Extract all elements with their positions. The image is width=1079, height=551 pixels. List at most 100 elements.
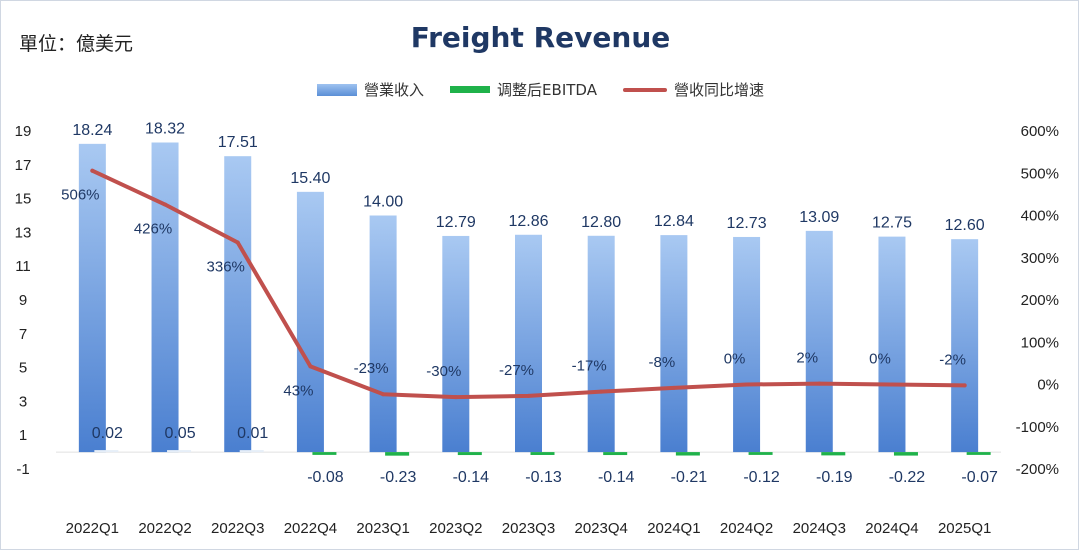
ebitda-bar <box>167 450 192 453</box>
left-axis-tick: 9 <box>19 292 27 309</box>
revenue-label: 12.73 <box>727 215 767 232</box>
right-axis-tick: 100% <box>1021 334 1059 351</box>
growth-point <box>962 383 967 388</box>
revenue-bar <box>805 230 833 453</box>
growth-point <box>889 382 894 387</box>
ebitda-bar <box>603 452 628 456</box>
revenue-label: 12.60 <box>945 217 985 234</box>
growth-label: -8% <box>649 354 676 371</box>
left-axis-tick: 1 <box>19 427 27 444</box>
revenue-label: 18.24 <box>72 122 112 139</box>
growth-point <box>381 392 386 397</box>
ebitda-bar <box>966 452 991 455</box>
growth-label: -27% <box>499 362 534 379</box>
growth-point <box>599 389 604 394</box>
growth-label: 426% <box>134 221 172 238</box>
revenue-bar <box>878 236 906 453</box>
revenue-bar <box>151 142 179 453</box>
right-axis-tick: 300% <box>1021 250 1059 267</box>
right-axis-tick: -200% <box>1016 461 1059 478</box>
growth-point <box>235 240 240 245</box>
legend-label-ebitda: 调整后EBITDA <box>497 81 597 99</box>
growth-point <box>453 395 458 400</box>
revenue-label: 15.40 <box>290 170 330 187</box>
legend-swatch-growth <box>622 87 667 92</box>
revenue-bar <box>442 235 470 453</box>
revenue-label: 12.75 <box>872 215 912 232</box>
category-label: 2022Q1 <box>66 520 119 537</box>
ebitda-bar <box>530 452 555 455</box>
ebitda-label: 0.05 <box>164 425 195 442</box>
category-label: 2024Q3 <box>793 520 846 537</box>
growth-label: -2% <box>939 351 966 368</box>
revenue-bar <box>224 156 252 453</box>
growth-point <box>744 382 749 387</box>
legend-swatch-ebitda <box>450 86 491 93</box>
right-axis-tick: 0% <box>1037 377 1059 394</box>
category-label: 2024Q1 <box>647 520 700 537</box>
growth-label: 2% <box>796 350 818 367</box>
category-label: 2023Q2 <box>429 520 482 537</box>
category-label: 2023Q1 <box>356 520 409 537</box>
ebitda-bar <box>748 452 773 455</box>
ebitda-label: -0.08 <box>307 469 344 486</box>
ebitda-label: -0.13 <box>525 469 562 486</box>
growth-point <box>526 393 531 398</box>
category-label: 2024Q2 <box>720 520 773 537</box>
ebitda-label: 0.01 <box>237 425 268 442</box>
legend-label-growth: 營收同比增速 <box>673 81 764 99</box>
category-label: 2025Q1 <box>938 520 991 537</box>
revenue-label: 12.79 <box>436 214 476 231</box>
growth-label: -30% <box>426 363 461 380</box>
ebitda-bar <box>312 452 337 455</box>
ebitda-bar <box>893 452 918 456</box>
growth-point <box>308 364 313 369</box>
ebitda-bar <box>385 452 410 456</box>
growth-point <box>671 385 676 390</box>
revenue-bar <box>733 236 761 453</box>
revenue-label: 17.51 <box>218 134 258 151</box>
revenue-label: 12.86 <box>508 213 548 230</box>
right-axis-tick: 500% <box>1021 165 1059 182</box>
ebitda-label: -0.12 <box>743 469 780 486</box>
revenue-bar <box>587 235 615 453</box>
chart-title: Freight Revenue <box>410 21 671 54</box>
revenue-bar <box>369 215 397 453</box>
unit-label: 單位：億美元 <box>19 33 134 55</box>
category-label: 2023Q4 <box>574 520 627 537</box>
ebitda-bar <box>821 452 846 456</box>
revenue-label: 14.00 <box>363 194 403 211</box>
revenue-bar <box>951 239 979 453</box>
right-axis-tick: 200% <box>1021 292 1059 309</box>
ebitda-label: -0.19 <box>816 469 853 486</box>
growth-label: 0% <box>724 351 746 368</box>
left-axis-tick: 19 <box>15 123 32 140</box>
ebitda-bar <box>239 450 264 453</box>
revenue-bar <box>515 234 542 453</box>
ebitda-label: -0.07 <box>961 469 998 486</box>
left-axis-tick: 17 <box>15 157 32 174</box>
left-axis-tick: 7 <box>19 326 27 343</box>
revenue-bar <box>660 235 688 453</box>
left-axis-tick: -1 <box>16 461 29 478</box>
growth-label: 336% <box>207 259 245 276</box>
ebitda-label: -0.22 <box>889 469 926 486</box>
left-axis-tick: 15 <box>15 191 32 208</box>
legend-item-revenue: 營業收入 <box>317 79 424 100</box>
ebitda-label: 0.02 <box>92 425 123 442</box>
ebitda-bar <box>457 452 482 456</box>
legend-label-revenue: 營業收入 <box>364 81 425 99</box>
growth-point <box>163 202 168 207</box>
ebitda-label: -0.23 <box>380 469 417 486</box>
growth-point <box>817 381 822 386</box>
legend-item-growth: 營收同比增速 <box>622 79 764 100</box>
category-label: 2022Q4 <box>284 520 337 537</box>
growth-label: 0% <box>869 351 891 368</box>
growth-label: 43% <box>283 382 313 399</box>
left-axis-tick: 11 <box>15 258 31 275</box>
growth-label: -23% <box>354 360 389 377</box>
ebitda-label: -0.14 <box>598 469 635 486</box>
right-axis-tick: 400% <box>1021 208 1059 225</box>
legend: 營業收入 调整后EBITDA 營收同比增速 <box>1 79 1079 100</box>
